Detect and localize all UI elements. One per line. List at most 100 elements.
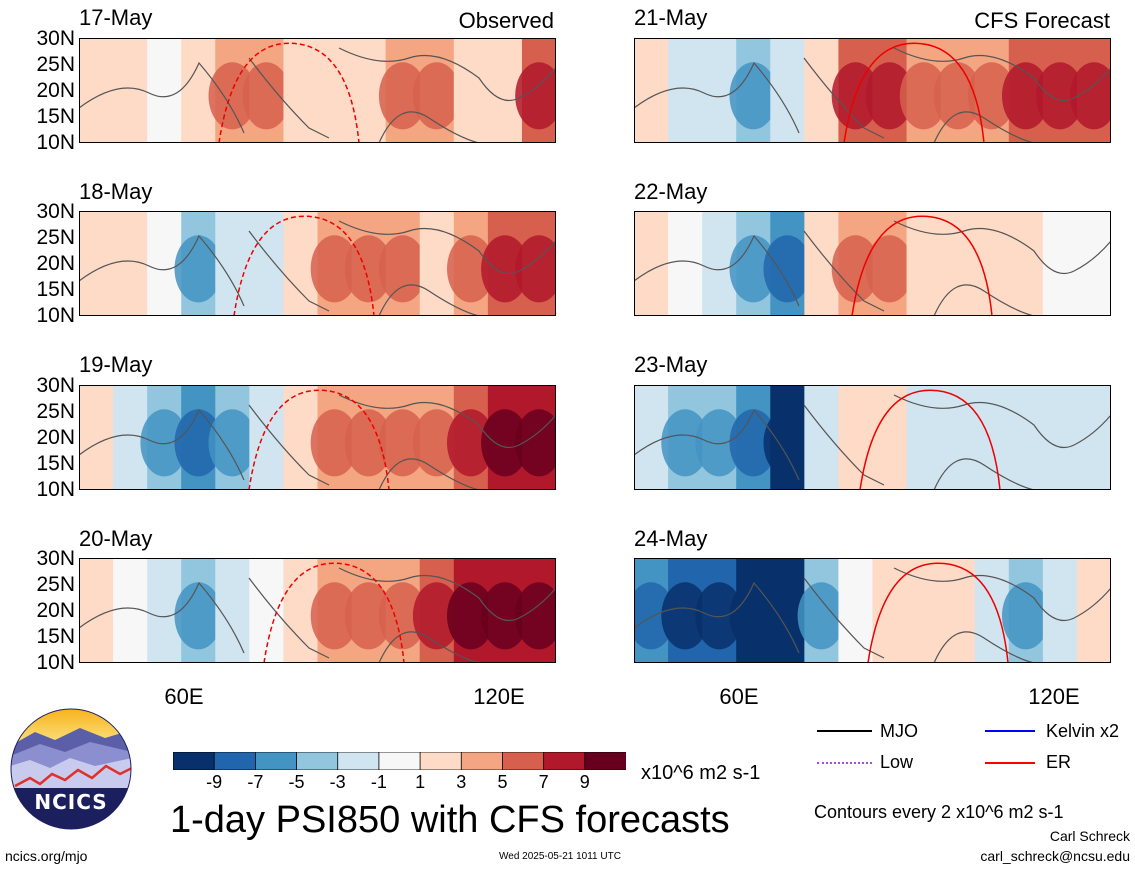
colorbar-swatch — [543, 751, 586, 771]
author-name: Carl Schreck — [1049, 828, 1130, 844]
colorbar-swatch — [378, 751, 421, 771]
lat-label: 25N — [36, 573, 75, 596]
anomaly-core — [447, 235, 495, 303]
anomaly-core — [208, 62, 257, 130]
colorbar-swatch — [419, 751, 463, 771]
anomaly-band — [906, 385, 942, 490]
colorbar-tick-label: -1 — [370, 772, 387, 792]
anomaly-core — [208, 409, 257, 477]
cfs-forecast-title: CFS Forecast — [974, 8, 1110, 33]
anomaly-band — [79, 211, 114, 316]
lon-label: 60E — [164, 684, 204, 709]
anomaly-core — [412, 582, 461, 650]
panel-date-label: 18-May — [79, 179, 153, 204]
map-frame — [634, 38, 1111, 143]
colorbar — [172, 751, 627, 771]
anomaly-band — [1076, 558, 1112, 663]
anomaly-core — [481, 582, 529, 650]
anomaly-band — [1076, 211, 1112, 316]
anomaly-core — [729, 62, 778, 130]
anomaly-band — [974, 385, 1010, 490]
lon-label: 120E — [1028, 684, 1080, 709]
anomaly-core — [1070, 62, 1118, 130]
panel-21-may — [633, 38, 1118, 144]
anomaly-core — [729, 235, 778, 303]
anomaly-band — [634, 38, 669, 143]
lat-label: 25N — [36, 226, 75, 249]
anomaly-core — [763, 409, 812, 477]
lat-label: 10N — [36, 478, 75, 501]
colorbar-units: x10^6 m2 s-1 — [641, 762, 761, 784]
colorbar-swatch — [584, 751, 627, 771]
panel-date-label: 23-May — [634, 352, 708, 377]
legend-kelvin-label: Kelvin x2 — [1046, 721, 1120, 741]
coastline — [78, 220, 557, 317]
anomaly-core — [695, 582, 743, 650]
anomaly-core — [515, 582, 563, 650]
anomaly-core — [627, 582, 675, 650]
colorbar-tick-label: 9 — [579, 772, 590, 792]
anomaly-core — [661, 582, 709, 650]
colorbar-swatch — [460, 751, 504, 771]
panel-date-label: 22-May — [634, 179, 708, 204]
colorbar-tick-label: -5 — [288, 772, 305, 792]
panel-23-may — [633, 385, 1112, 491]
anomaly-core — [729, 409, 778, 477]
panel-date-label: 24-May — [634, 526, 708, 551]
anomaly-core — [310, 409, 359, 477]
anomaly-band — [147, 38, 182, 143]
anomaly-core — [412, 409, 461, 477]
author-email[interactable]: carl_schreck@ncsu.edu — [980, 848, 1130, 864]
anomaly-band — [215, 211, 250, 316]
coastline — [633, 567, 1112, 664]
colorbar-tick-label: 1 — [415, 772, 426, 792]
legend-mjo-line — [817, 730, 872, 732]
anomaly-core — [344, 582, 393, 650]
lat-label: 15N — [36, 452, 75, 475]
anomaly-band — [906, 558, 942, 663]
map-frame — [634, 558, 1111, 663]
panel-date-label: 20-May — [79, 526, 153, 551]
anomaly-band — [940, 385, 976, 490]
lat-label: 25N — [36, 400, 75, 423]
panel-date-label: 21-May — [634, 5, 708, 30]
ncics-logo: NCICS — [10, 708, 132, 830]
anomaly-band — [1042, 211, 1078, 316]
colorbar-swatch — [296, 751, 339, 771]
map-frame — [79, 558, 556, 663]
anomaly-core — [515, 235, 563, 303]
lat-label: 20N — [36, 79, 75, 102]
anomaly-band — [79, 38, 114, 143]
panel-17-may — [78, 38, 563, 144]
map-frame — [634, 385, 1111, 490]
anomaly-band — [940, 558, 976, 663]
observed-title: Observed — [458, 8, 554, 33]
anomaly-core — [865, 235, 914, 303]
er-contour — [851, 215, 993, 317]
anomaly-band — [215, 558, 250, 663]
anomaly-core — [242, 62, 291, 130]
anomaly-core — [515, 62, 563, 130]
colorbar-tick-label: -3 — [329, 772, 346, 792]
legend-er-line — [985, 762, 1035, 764]
colorbar-swatch — [172, 751, 216, 771]
anomaly-band — [453, 38, 489, 143]
main-title: 1-day PSI850 with CFS forecasts — [170, 799, 730, 841]
anomaly-core — [310, 582, 359, 650]
er-contour — [867, 562, 1009, 664]
colorbar-tick-label: -7 — [247, 772, 264, 792]
website-link[interactable]: ncics.org/mjo — [5, 848, 88, 864]
anomaly-band — [1042, 558, 1078, 663]
map-frame — [79, 211, 556, 316]
anomaly-band — [1076, 385, 1112, 490]
lat-label: 20N — [36, 252, 75, 275]
anomaly-core — [899, 62, 948, 130]
anomaly-core — [1002, 62, 1050, 130]
anomaly-core — [865, 62, 914, 130]
colorbar-swatch — [337, 751, 380, 771]
colorbar-swatch — [254, 751, 298, 771]
anomaly-core — [797, 582, 846, 650]
anomaly-core — [174, 582, 223, 650]
timestamp: Wed 2025-05-21 1011 UTC — [499, 851, 621, 862]
anomaly-core — [481, 235, 529, 303]
